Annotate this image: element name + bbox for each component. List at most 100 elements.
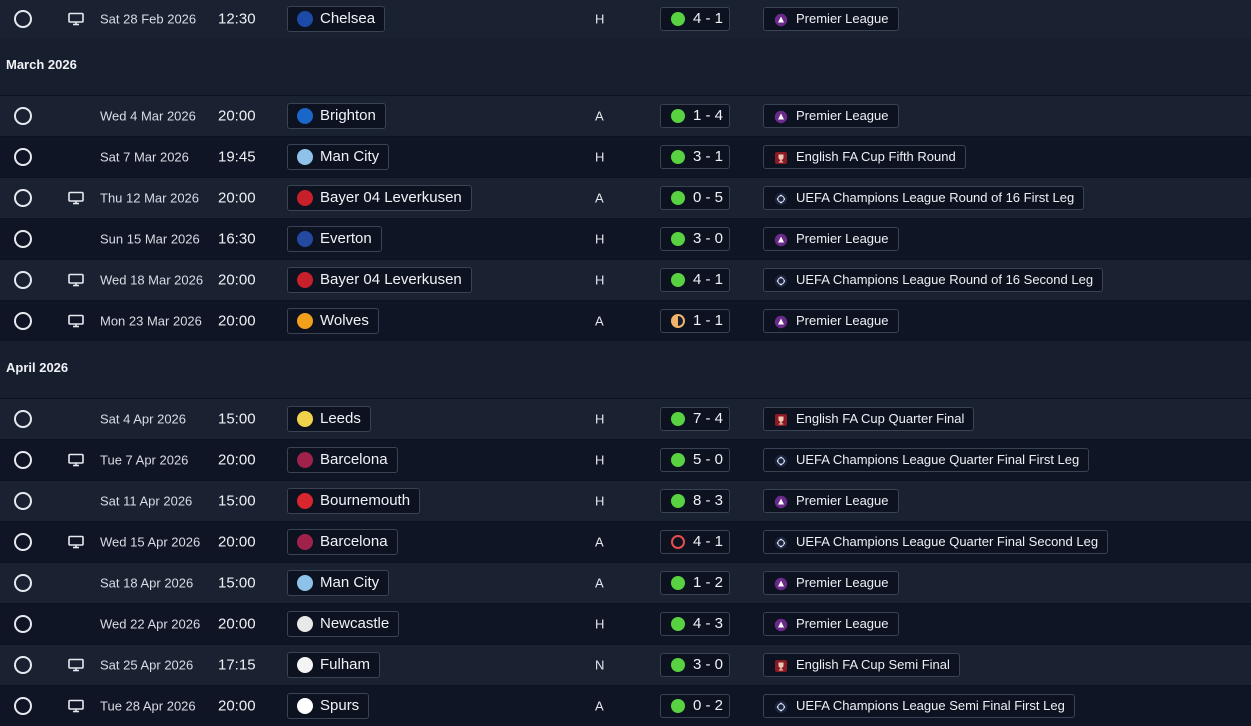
fixture-time: 16:30 [218,230,256,248]
fixture-time: 19:45 [218,148,256,166]
competition-name: English FA Cup Quarter Final [796,411,965,426]
competition-button[interactable]: English FA Cup Quarter Final [763,407,975,431]
competition-button[interactable]: Premier League [763,571,899,595]
fa-cup-logo-icon [774,658,788,672]
opponent-button[interactable]: Fulham [287,652,381,678]
result-button[interactable]: 4 - 1 [660,268,730,292]
fixture-row[interactable]: Thu 12 Mar 2026 20:00 Bayer 04 Leverkusen A… [0,177,1251,218]
radio-unselected-icon[interactable] [14,574,32,592]
win-result-dot-icon [671,109,685,123]
radio-unselected-icon[interactable] [14,10,32,28]
result-button[interactable]: 5 - 0 [660,448,730,472]
opponent-button[interactable]: Bayer 04 Leverkusen [287,267,472,293]
fixture-date: Sat 7 Mar 2026 [100,149,189,165]
radio-unselected-icon[interactable] [14,656,32,674]
fixture-row[interactable]: Tue 28 Apr 2026 20:00 Spurs A 0 - 2 UEFA Cham… [0,685,1251,726]
result-button[interactable]: 7 - 4 [660,407,730,431]
club-crest-icon [297,698,313,714]
opponent-button[interactable]: Barcelona [287,529,398,555]
radio-unselected-icon[interactable] [14,230,32,248]
radio-unselected-icon[interactable] [14,189,32,207]
loss-result-ring-icon [671,535,685,549]
score-text: 3 - 0 [693,230,724,247]
champions-league-logo-icon [774,699,788,714]
radio-unselected-icon[interactable] [14,697,32,715]
competition-button[interactable]: Premier League [763,612,899,636]
competition-button[interactable]: UEFA Champions League Quarter Final Seco… [763,530,1109,554]
result-button[interactable]: 1 - 4 [660,104,730,128]
radio-unselected-icon[interactable] [14,107,32,125]
competition-name: Premier League [796,231,889,246]
opponent-name: Bournemouth [320,492,411,509]
fixture-row[interactable]: Wed 18 Mar 2026 20:00 Bayer 04 Leverkusen H… [0,259,1251,300]
result-button[interactable]: 4 - 1 [660,530,730,554]
opponent-button[interactable]: Barcelona [287,447,398,473]
opponent-button[interactable]: Man City [287,570,390,596]
opponent-button[interactable]: Everton [287,226,382,252]
fixture-row[interactable]: Sat 18 Apr 2026 15:00 Man City A 1 - 2 Premie… [0,562,1251,603]
radio-unselected-icon[interactable] [14,410,32,428]
competition-button[interactable]: Premier League [763,309,899,333]
opponent-button[interactable]: Chelsea [287,6,386,32]
fixture-row[interactable]: Mon 23 Mar 2026 20:00 Wolves A 1 - 1 Premier … [0,300,1251,341]
opponent-button[interactable]: Bayer 04 Leverkusen [287,185,472,211]
opponent-button[interactable]: Newcastle [287,611,400,637]
score-text: 1 - 4 [693,107,724,124]
radio-unselected-icon[interactable] [14,148,32,166]
result-button[interactable]: 3 - 0 [660,653,730,677]
radio-unselected-icon[interactable] [14,451,32,469]
result-button[interactable]: 4 - 1 [660,7,730,31]
club-crest-icon [297,575,313,591]
fixture-date: Sat 18 Apr 2026 [100,575,194,591]
fixture-row[interactable]: Wed 15 Apr 2026 20:00 Barcelona A 4 - 1 UEFA … [0,521,1251,562]
fixture-row[interactable]: Tue 7 Apr 2026 20:00 Barcelona H 5 - 0 UEFA C… [0,439,1251,480]
competition-button[interactable]: Premier League [763,104,899,128]
result-button[interactable]: 0 - 2 [660,694,730,718]
fixture-date: Sat 28 Feb 2026 [100,11,197,27]
opponent-name: Bayer 04 Leverkusen [320,271,462,288]
radio-unselected-icon[interactable] [14,615,32,633]
fixture-row[interactable]: Sun 15 Mar 2026 16:30 Everton H 3 - 0 Premier… [0,218,1251,259]
radio-unselected-icon[interactable] [14,312,32,330]
opponent-name: Brighton [320,107,376,124]
radio-unselected-icon[interactable] [14,271,32,289]
result-button[interactable]: 4 - 3 [660,612,730,636]
result-button[interactable]: 8 - 3 [660,489,730,513]
opponent-button[interactable]: Bournemouth [287,488,421,514]
result-button[interactable]: 3 - 0 [660,227,730,251]
fixture-row[interactable]: Wed 22 Apr 2026 20:00 Newcastle H 4 - 3 Premi… [0,603,1251,644]
competition-button[interactable]: English FA Cup Semi Final [763,653,960,677]
fixture-row[interactable]: Wed 4 Mar 2026 20:00 Brighton A 1 - 4 Premier… [0,95,1251,136]
opponent-name: Man City [320,148,380,165]
opponent-name: Newcastle [320,615,390,632]
fixture-row[interactable]: Sat 25 Apr 2026 17:15 Fulham N 3 - 0 English … [0,644,1251,685]
opponent-name: Fulham [320,656,371,673]
competition-button[interactable]: Premier League [763,7,899,31]
result-button[interactable]: 1 - 1 [660,309,730,333]
result-button[interactable]: 3 - 1 [660,145,730,169]
opponent-button[interactable]: Spurs [287,693,370,719]
opponent-button[interactable]: Leeds [287,406,371,432]
competition-button[interactable]: UEFA Champions League Round of 16 Second… [763,268,1104,292]
result-button[interactable]: 1 - 2 [660,571,730,595]
radio-unselected-icon[interactable] [14,492,32,510]
opponent-button[interactable]: Man City [287,144,390,170]
fixture-row[interactable]: Sat 7 Mar 2026 19:45 Man City H 3 - 1 English… [0,136,1251,177]
fixture-row[interactable]: Sat 28 Feb 2026 12:30 Chelsea H 4 - 1 Premier… [0,0,1251,38]
competition-button[interactable]: UEFA Champions League Quarter Final Firs… [763,448,1090,472]
fixture-row[interactable]: Sat 11 Apr 2026 15:00 Bournemouth H 8 - 3 Pre… [0,480,1251,521]
score-text: 4 - 1 [693,533,724,550]
competition-button[interactable]: Premier League [763,489,899,513]
club-crest-icon [297,231,313,247]
competition-button[interactable]: UEFA Champions League Round of 16 First … [763,186,1085,210]
premier-league-logo-icon [774,109,788,124]
venue-label: H [595,452,605,468]
competition-button[interactable]: Premier League [763,227,899,251]
competition-button[interactable]: UEFA Champions League Semi Final First L… [763,694,1075,718]
fixture-row[interactable]: Sat 4 Apr 2026 15:00 Leeds H 7 - 4 English FA… [0,398,1251,439]
result-button[interactable]: 0 - 5 [660,186,730,210]
opponent-button[interactable]: Brighton [287,103,386,129]
opponent-button[interactable]: Wolves [287,308,379,334]
competition-button[interactable]: English FA Cup Fifth Round [763,145,966,169]
radio-unselected-icon[interactable] [14,533,32,551]
